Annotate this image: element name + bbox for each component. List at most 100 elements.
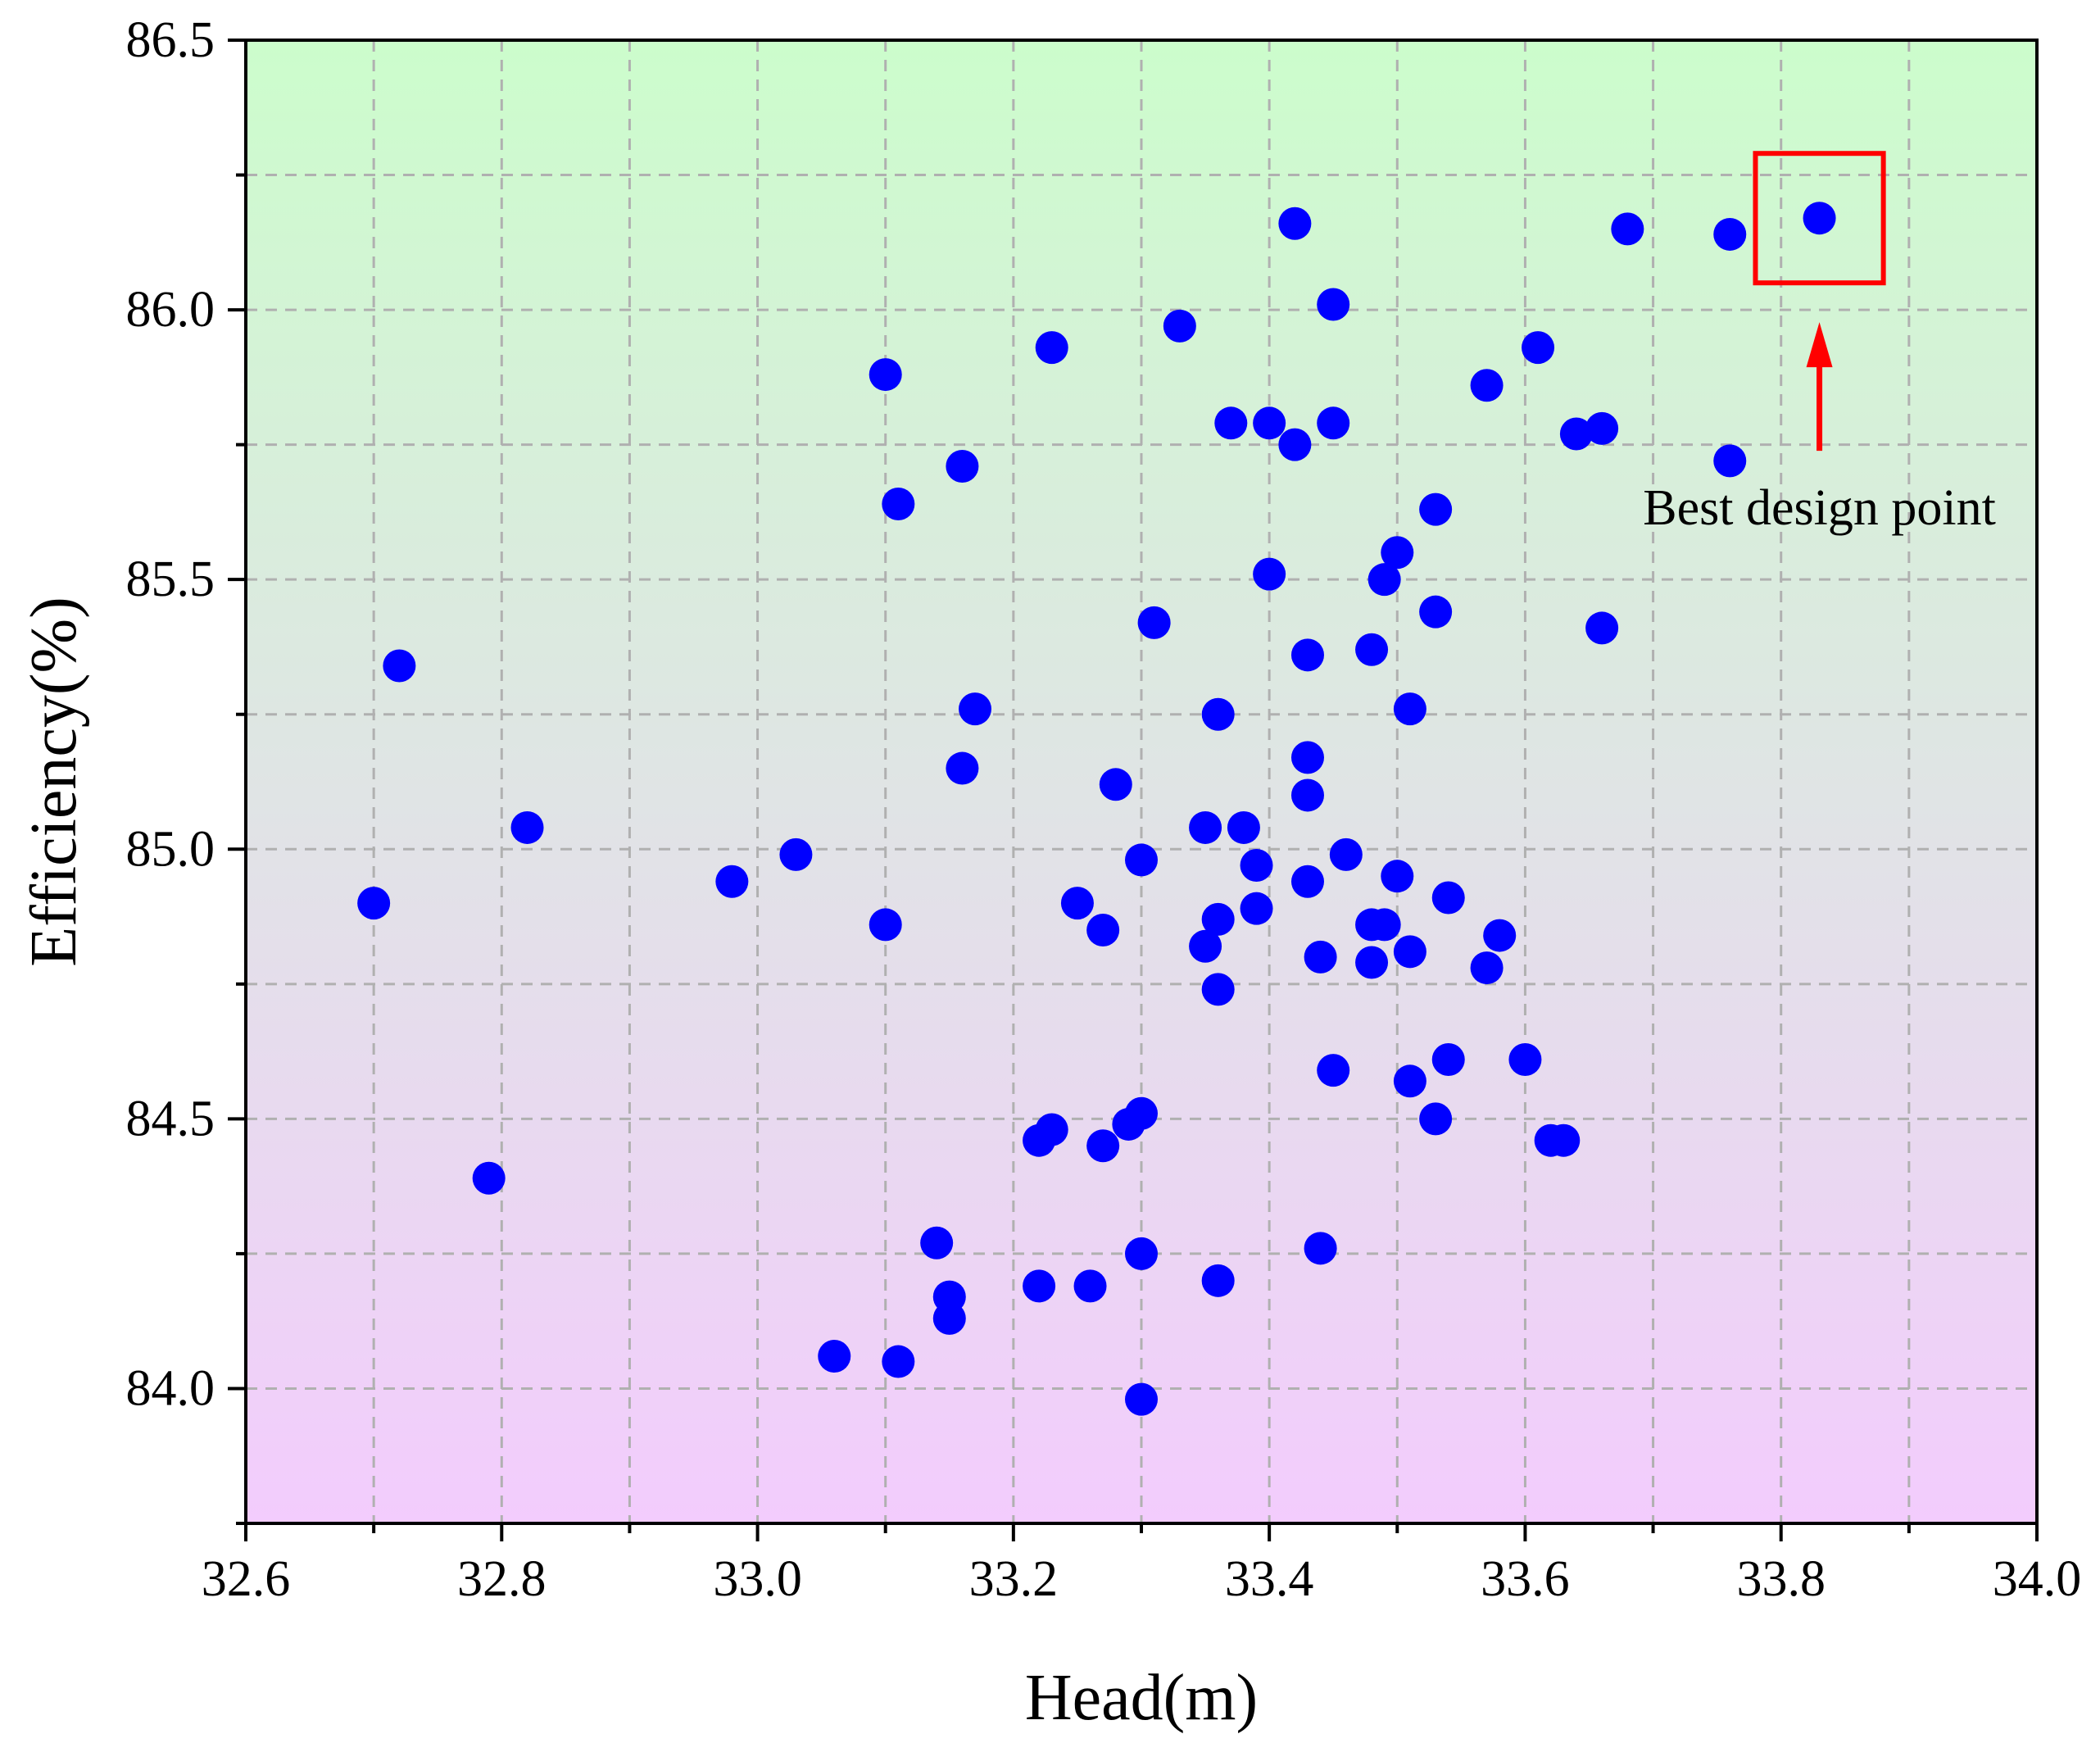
x-tick-label: 34.0 (1993, 1551, 2082, 1607)
data-point (1470, 951, 1504, 985)
data-point (1419, 492, 1453, 526)
data-point (1803, 202, 1836, 235)
data-point (1419, 595, 1453, 629)
data-point (1559, 417, 1593, 451)
data-point (1189, 929, 1222, 963)
data-point (1125, 843, 1158, 877)
data-point (959, 692, 992, 726)
data-point (1393, 692, 1426, 726)
data-point (1547, 1123, 1581, 1157)
y-tick-label: 84.0 (126, 1360, 215, 1416)
data-point (1137, 606, 1171, 639)
data-point (1367, 563, 1401, 597)
data-point (1227, 810, 1260, 844)
x-tick-label: 33.4 (1225, 1551, 1314, 1607)
data-point (1304, 1232, 1337, 1265)
data-point (357, 887, 391, 920)
data-point (1611, 212, 1644, 246)
data-points (357, 202, 1836, 1416)
data-point (1381, 536, 1414, 570)
data-point (1035, 331, 1068, 365)
data-point (869, 908, 902, 942)
data-point (383, 649, 416, 683)
data-point (1367, 908, 1401, 942)
data-point (1304, 940, 1337, 974)
data-point (1125, 1382, 1158, 1416)
data-point (1508, 1042, 1542, 1076)
data-point (1125, 1096, 1158, 1130)
data-point (1240, 849, 1273, 883)
data-point (932, 1301, 966, 1335)
data-point (1086, 1129, 1120, 1163)
y-tick-label: 85.0 (126, 821, 215, 877)
x-tick-label: 32.8 (457, 1551, 547, 1607)
y-axis-title: Efficiency(%) (18, 597, 90, 967)
data-point (1713, 217, 1747, 251)
data-point (1419, 1102, 1453, 1136)
data-point (1086, 914, 1120, 946)
data-point (1240, 892, 1273, 925)
data-point (1073, 1269, 1107, 1303)
data-point (946, 449, 979, 483)
data-point (1253, 557, 1286, 591)
data-point (818, 1339, 851, 1373)
data-point (882, 488, 915, 521)
data-point (1214, 406, 1248, 440)
ticks (228, 39, 2039, 1541)
data-point (1278, 428, 1312, 461)
data-point (946, 751, 979, 785)
x-tick-label: 33.6 (1481, 1551, 1570, 1607)
data-point (1189, 810, 1222, 844)
data-point (1290, 865, 1324, 898)
data-point (1381, 860, 1414, 893)
data-point (715, 865, 749, 898)
data-point (1431, 1042, 1465, 1076)
data-point (1355, 946, 1389, 979)
data-point (1483, 919, 1517, 952)
data-point (1201, 697, 1235, 731)
best-point-highlight-box (1753, 151, 1886, 286)
data-point (779, 837, 813, 871)
y-tick-label: 85.5 (126, 551, 215, 607)
data-point (1329, 837, 1363, 871)
x-tick-label: 33.0 (713, 1551, 802, 1607)
data-point (1023, 1269, 1056, 1303)
x-tick-label: 33.2 (969, 1551, 1059, 1607)
data-point (1099, 768, 1132, 801)
data-point (1201, 1264, 1235, 1297)
y-tick-label: 84.5 (126, 1091, 215, 1146)
data-point (472, 1161, 506, 1195)
data-point (1470, 369, 1504, 402)
data-point (1317, 406, 1350, 440)
data-point (1290, 741, 1324, 774)
y-tick-label: 86.5 (126, 12, 215, 68)
data-point (1585, 411, 1619, 445)
grid-lines (246, 40, 2037, 1523)
data-point (1355, 633, 1389, 666)
data-point (1278, 207, 1312, 240)
data-point (882, 1345, 915, 1378)
x-axis-title: Head(m) (1025, 1662, 1258, 1734)
data-point (1290, 778, 1324, 812)
data-point (1393, 1064, 1426, 1098)
y-tick-label: 86.0 (126, 282, 215, 338)
data-point (1431, 881, 1465, 915)
data-point (1060, 887, 1094, 920)
data-point (1163, 309, 1196, 343)
x-tick-label: 32.6 (202, 1551, 291, 1607)
data-point (1125, 1237, 1158, 1270)
data-point (1290, 638, 1324, 672)
data-point (1585, 611, 1619, 645)
data-point (510, 810, 544, 844)
annotation-arrow-head (1806, 322, 1833, 368)
data-point (1317, 1054, 1350, 1087)
data-point (1253, 406, 1286, 440)
annotation-label: Best design point (1643, 480, 1996, 536)
data-point (1035, 1113, 1068, 1146)
x-tick-label: 33.8 (1736, 1551, 1826, 1607)
data-point (1201, 973, 1235, 1006)
data-point (1317, 288, 1350, 321)
y-tick-labels: 84.0 84.5 85.0 85.5 86.0 86.5 (126, 12, 215, 1416)
annotation: Best design point (1643, 151, 1996, 536)
